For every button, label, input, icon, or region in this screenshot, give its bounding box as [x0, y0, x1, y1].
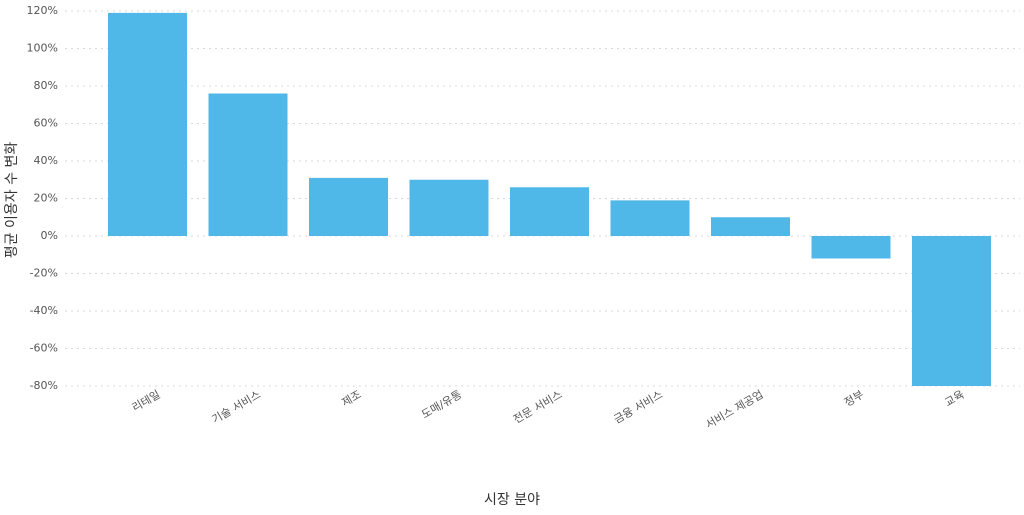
- y-axis-title: 평균 이용자 수 변화: [4, 142, 20, 259]
- bar: [811, 236, 891, 259]
- y-tick-label: 100%: [27, 42, 58, 55]
- bar: [309, 177, 388, 236]
- bar: [510, 187, 589, 236]
- y-tick-label: -60%: [30, 342, 58, 355]
- y-tick-label: 0%: [41, 229, 58, 242]
- bar: [108, 12, 187, 236]
- bar: [208, 93, 288, 236]
- y-tick-label: 20%: [34, 192, 58, 205]
- x-tick-label: 금융 서비스: [612, 388, 665, 426]
- y-tick-label: 80%: [34, 79, 58, 92]
- x-tick-label: 제조: [339, 388, 363, 409]
- x-axis-title: 시장 분야: [484, 492, 540, 508]
- y-tick-label: -20%: [30, 267, 58, 280]
- x-tick-label: 전문 서비스: [511, 388, 564, 426]
- x-tick-label: 서비스 제공업: [703, 388, 765, 431]
- x-tick-label: 교육: [942, 388, 966, 409]
- x-tick-label: 도매/유통: [419, 388, 464, 421]
- bar: [610, 200, 690, 236]
- y-tick-label: 120%: [27, 4, 58, 17]
- x-tick-label: 리테일: [129, 387, 162, 414]
- x-tick-label: 기술 서비스: [210, 388, 263, 426]
- bar: [912, 236, 991, 386]
- y-tick-label: 40%: [34, 154, 58, 167]
- bar: [711, 217, 790, 236]
- y-tick-label: 60%: [34, 117, 58, 130]
- x-tick-label: 정부: [842, 388, 866, 409]
- y-tick-label: -80%: [30, 379, 58, 392]
- bar: [409, 179, 489, 236]
- y-tick-label: -40%: [30, 304, 58, 317]
